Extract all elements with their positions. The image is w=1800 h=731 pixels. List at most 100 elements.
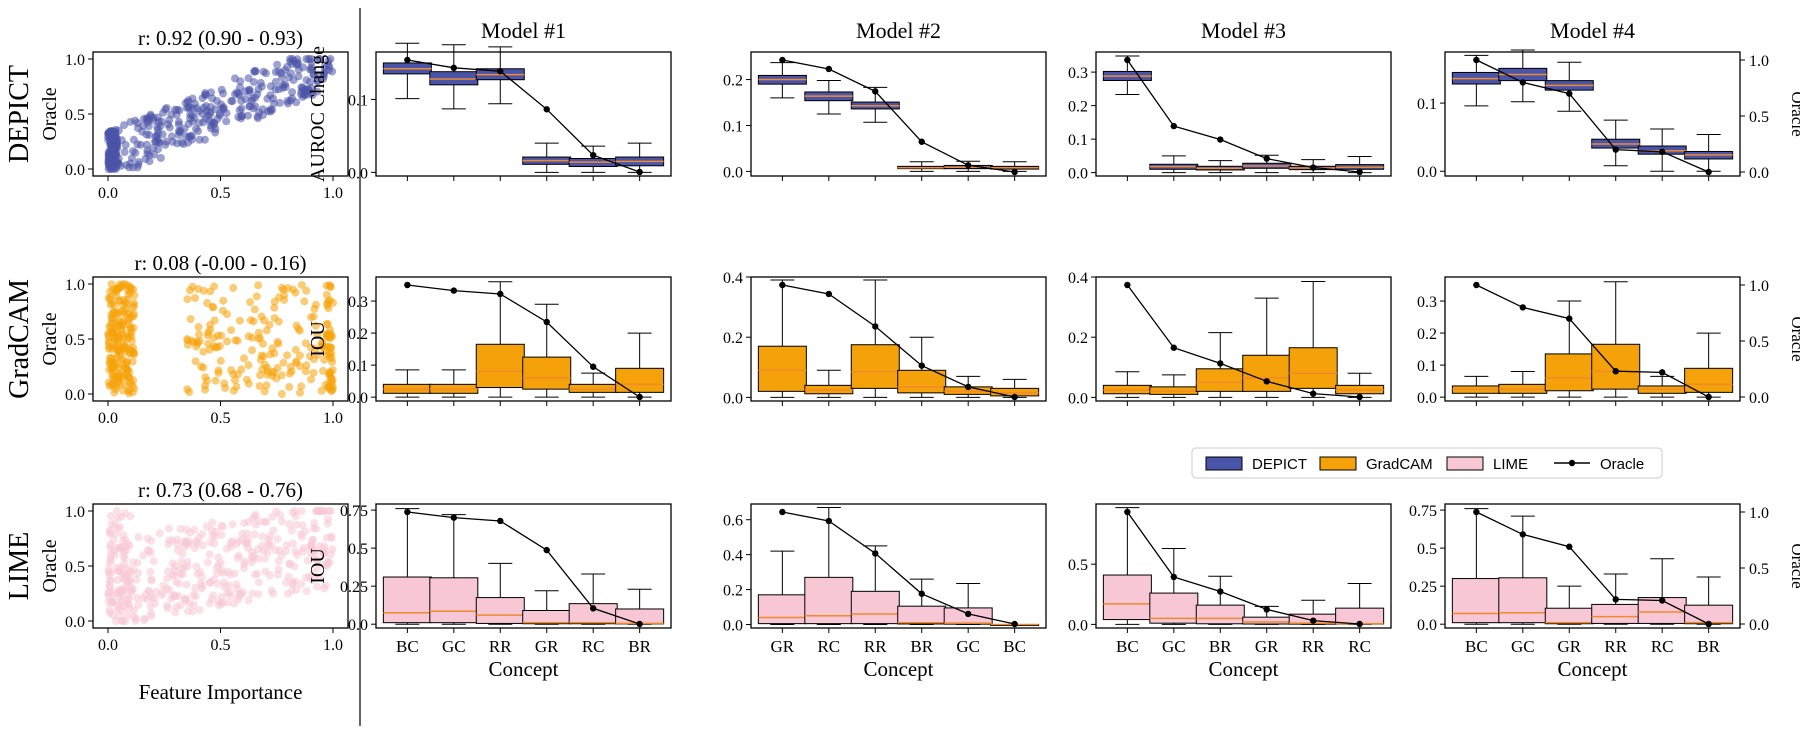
- oracle-point: [1124, 508, 1131, 516]
- oracle-point: [1217, 136, 1224, 143]
- oracle-line: [1476, 59, 1709, 173]
- scatter-r-title: r: 0.73 (0.68 - 0.76): [138, 478, 303, 502]
- legend-label: Oracle: [1600, 456, 1644, 473]
- oracle-point: [1309, 164, 1317, 171]
- scatter-point: [199, 363, 208, 372]
- ytick-label: 0.25: [340, 579, 368, 596]
- xtick-label: GC: [1511, 637, 1535, 656]
- scatter-point: [285, 520, 294, 528]
- scatter-point: [298, 532, 307, 541]
- oracle-point: [589, 152, 597, 159]
- scatter-point: [131, 614, 140, 623]
- scatter-ytick-label: 0.0: [65, 387, 85, 404]
- scatter-point: [315, 55, 324, 63]
- scatter-point: [285, 369, 294, 378]
- scatter-point: [281, 66, 289, 75]
- oracle-point: [1473, 508, 1480, 516]
- oracle-axis-label: Oracle: [1788, 91, 1800, 136]
- y-axis-label: IOU: [307, 321, 329, 357]
- scatter-point: [320, 355, 329, 364]
- scatter-point: [285, 383, 294, 391]
- scatter-point: [219, 568, 228, 577]
- oracle-point: [1612, 368, 1619, 375]
- scatter-point: [256, 517, 265, 526]
- scatter-point: [249, 317, 258, 326]
- oracle-axis-label: Oracle: [1788, 543, 1800, 588]
- scatter-point: [307, 65, 316, 74]
- scatter-point: [275, 98, 284, 107]
- scatter-point: [106, 295, 115, 304]
- scatter-point: [142, 140, 151, 149]
- box-axes-frame: [1444, 276, 1741, 402]
- xtick-label: RC: [817, 637, 840, 656]
- scatter-point: [186, 110, 195, 119]
- scatter-point: [115, 611, 124, 620]
- scatter-point: [175, 106, 184, 115]
- scatter-point: [289, 579, 297, 588]
- box-br: [1684, 133, 1734, 172]
- scatter-point: [199, 347, 208, 356]
- ytick-label: 0.4: [1068, 270, 1088, 287]
- scatter-point: [284, 73, 293, 82]
- scatter-point: [309, 312, 318, 321]
- scatter-ytick-label: 0.0: [65, 614, 85, 631]
- scatter-point: [262, 517, 271, 526]
- scatter-point: [110, 360, 119, 369]
- scatter-point: [115, 380, 124, 389]
- scatter-point: [323, 299, 332, 308]
- scatter-point: [110, 301, 119, 310]
- scatter-point: [189, 591, 198, 599]
- ytick-label: 0.0: [1417, 390, 1437, 407]
- scatter-point: [109, 536, 118, 545]
- scatter-points: [104, 55, 337, 173]
- scatter-point: [269, 94, 278, 103]
- oracle-line: [782, 511, 1015, 625]
- scatter-point: [297, 507, 306, 515]
- scatter-point: [201, 89, 210, 97]
- scatter-point: [251, 512, 259, 521]
- scatter-point: [270, 297, 279, 306]
- row-method-label: GradCAM: [4, 279, 35, 399]
- scatter-point: [210, 316, 219, 325]
- scatter-point: [210, 539, 219, 548]
- box-br: [897, 578, 947, 626]
- scatter-point: [289, 285, 297, 294]
- box-panel-gradcam-model-3: 0.0 0.2 0.4: [1068, 270, 1392, 407]
- scatter-point: [133, 568, 142, 577]
- oracle-point: [1473, 56, 1480, 64]
- model-title: Model #2: [856, 18, 941, 43]
- ytick-label: 0.1: [1417, 358, 1437, 375]
- scatter-point: [165, 586, 174, 595]
- legend-item-gradcam: GradCAM: [1319, 456, 1433, 473]
- scatter-point: [140, 114, 148, 123]
- scatter-point: [129, 147, 137, 156]
- scatter-panel-depict: r: 0.92 (0.90 - 0.93) 0.0 0.5 1.0 0.0 0.5 1.0 O…: [4, 26, 349, 202]
- ytick-label: 0.1: [723, 118, 743, 135]
- oracle-point: [1170, 122, 1178, 130]
- oracle-line: [1126, 59, 1360, 173]
- scatter-point: [296, 388, 304, 397]
- scatter-point: [105, 365, 114, 374]
- scatter-point: [278, 517, 286, 526]
- scatter-point: [167, 110, 176, 119]
- box-iqr: [850, 344, 900, 389]
- scatter-point: [220, 578, 229, 587]
- box-iqr: [615, 367, 665, 393]
- ytick-label: 0.0: [723, 164, 743, 181]
- xtick-label: GC: [1162, 637, 1186, 656]
- legend-label: DEPICT: [1252, 456, 1307, 473]
- scatter-point: [283, 589, 292, 598]
- ytick-label: 0.0: [1417, 617, 1437, 634]
- scatter-point: [171, 608, 180, 617]
- scatter-ytick-label: 1.0: [65, 504, 85, 521]
- scatter-ylabel: Oracle: [39, 87, 61, 140]
- scatter-point: [118, 574, 127, 583]
- ytick-label: 0.3: [1068, 65, 1088, 82]
- legend: DEPICT GradCAM LIME Oracle: [1191, 447, 1663, 479]
- scatter-point: [235, 316, 244, 325]
- scatter-point: [308, 536, 317, 545]
- scatter-point: [201, 381, 210, 390]
- box-axes-frame: [750, 276, 1047, 402]
- scatter-point: [117, 136, 126, 145]
- scatter-point: [219, 296, 228, 305]
